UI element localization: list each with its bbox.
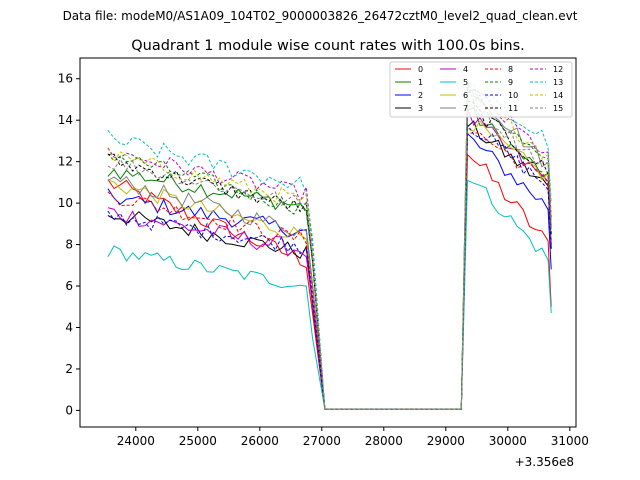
series-line-5 [107,179,552,410]
legend-frame [389,61,573,118]
y-tick-label: 12 [58,155,73,169]
series-line-13 [107,82,552,410]
x-tick-label: 30000 [489,434,527,448]
y-axis: 0 2 4 6 8 10 12 14 16 [58,72,80,417]
x-axis: 24000 25000 26000 27000 28000 29000 30000 31000 [117,427,589,448]
x-tick-label: 27000 [303,434,341,448]
series-lines [107,80,552,410]
y-tick-label: 4 [65,320,73,334]
chart-title: Quadrant 1 module wise count rates with … [131,38,525,54]
y-tick-label: 8 [65,238,73,252]
y-tick-label: 16 [58,72,73,86]
legend-label-15: 15 [553,104,563,113]
legend-label-8: 8 [508,65,513,74]
legend-label-11: 11 [508,104,518,113]
x-tick-label: 26000 [241,434,279,448]
x-tick-label: 25000 [179,434,217,448]
series-line-6 [107,120,552,410]
y-tick-label: 0 [65,403,73,417]
series-line-14 [107,86,552,410]
series-line-8 [107,132,552,410]
legend-label-4: 4 [463,65,468,74]
series-line-7 [107,80,552,410]
series-line-11 [107,100,552,410]
legend-label-5: 5 [463,78,468,87]
x-tick-label: 29000 [427,434,465,448]
x-axis-offset-label: +3.356e8 [515,455,574,469]
y-tick-label: 10 [58,196,73,210]
legend-label-1: 1 [418,78,423,87]
legend-label-13: 13 [553,78,563,87]
legend-label-7: 7 [463,104,468,113]
series-line-2 [107,132,552,410]
legend-label-12: 12 [553,65,563,74]
figure-suptitle: Data file: modeM0/AS1A09_104T02_90000038… [63,9,578,23]
x-tick-label: 28000 [365,434,403,448]
legend-label-9: 9 [508,78,513,87]
legend-label-6: 6 [463,91,468,100]
y-tick-label: 14 [58,113,73,127]
legend-label-3: 3 [418,104,423,113]
series-line-15 [107,103,552,410]
x-tick-label: 24000 [117,434,155,448]
series-line-9 [107,84,552,410]
legend-label-10: 10 [508,91,518,100]
y-tick-label: 2 [65,362,73,376]
legend-label-2: 2 [418,91,423,100]
x-tick-label: 31000 [551,434,589,448]
series-line-10 [107,123,552,410]
y-tick-label: 6 [65,279,73,293]
series-line-4 [107,108,552,410]
legend-label-14: 14 [553,91,563,100]
plot-area-frame [79,57,577,428]
series-line-12 [107,89,552,410]
legend-label-0: 0 [418,65,423,74]
